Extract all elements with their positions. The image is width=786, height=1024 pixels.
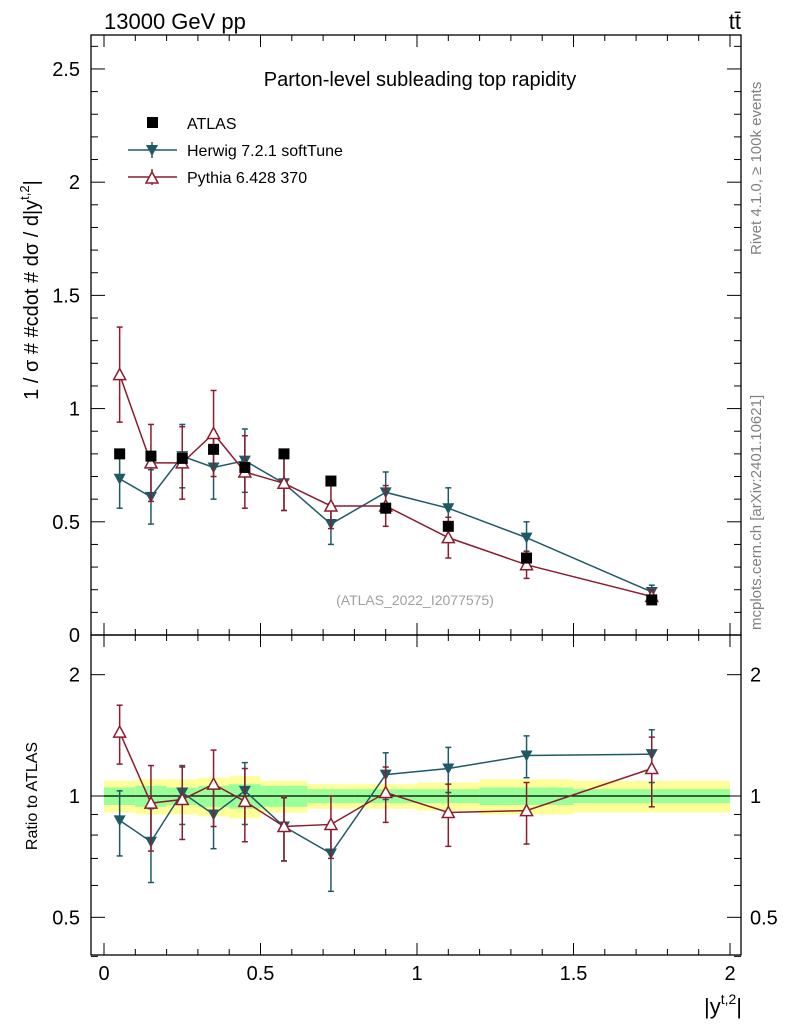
- rivet-label: Rivet 4.1.0, ≥ 100k events: [748, 82, 765, 255]
- y-axis-title-main: 1 / σ # #cdot # dσ / d|y: [21, 200, 43, 400]
- ratio-y-tick-label: 0.5: [52, 907, 80, 929]
- y-axis-title-sup: t,2: [17, 185, 32, 199]
- analysis-watermark: (ATLAS_2022_I2077575): [336, 592, 494, 608]
- pythia-main-point: [323, 498, 339, 512]
- x-axis-title-close: |: [736, 994, 742, 1019]
- atlas-point: [239, 461, 251, 473]
- y-tick-label: 2.5: [52, 59, 80, 81]
- ratio-y-tick-label-right: 2: [750, 665, 761, 687]
- mcplots-label: mcplots.cern.ch [arXiv:2401.10621]: [748, 395, 765, 630]
- y-tick-label: 1: [69, 399, 80, 421]
- ratio-y-axis-title: Ratio to ATLAS: [24, 742, 41, 850]
- pythia-main-point: [519, 557, 534, 571]
- ratio-y-tick-label-right: 1: [750, 786, 761, 808]
- atlas-point: [278, 448, 290, 460]
- ratio-y-tick-label: 1: [69, 786, 80, 808]
- x-tick-label: 1: [411, 963, 422, 985]
- atlas-point: [521, 552, 533, 564]
- y-tick-label: 0.5: [52, 512, 80, 534]
- pythia-main-point: [441, 530, 456, 544]
- pythia-main-point: [112, 367, 127, 381]
- pythia-ratio-point: [276, 818, 292, 833]
- pythia-ratio-point: [323, 816, 339, 831]
- pythia-main-point: [206, 425, 221, 440]
- herwig-main-point: [520, 532, 533, 544]
- atlas-point: [176, 452, 188, 464]
- y-axis-title-close: |: [21, 180, 43, 185]
- herwig-main-point: [113, 473, 126, 485]
- ratio-plot-frame: [90, 634, 742, 956]
- legend-pythia-marker: [144, 170, 160, 184]
- energy-label: 13000 GeV pp: [104, 9, 246, 34]
- pythia-ratio-point: [237, 793, 253, 808]
- pythia-ratio-point: [519, 803, 534, 817]
- pythia-ratio-point: [644, 760, 660, 775]
- process-label: tt̄: [729, 9, 741, 34]
- ratio-y-tick-label-right: 0.5: [750, 907, 778, 929]
- atlas-point: [208, 443, 220, 455]
- atlas-point: [646, 594, 658, 606]
- atlas-point: [325, 475, 337, 487]
- herwig-ratio-point: [520, 750, 533, 762]
- chart-title: Parton-level subleading top rapidity: [264, 69, 576, 91]
- y-axis-title: 1 / σ # #cdot # dσ / d|yt,2|: [17, 180, 43, 400]
- pythia-ratio-point: [112, 724, 127, 738]
- pythia-main-point: [143, 455, 159, 469]
- y-tick-label: 2: [69, 172, 80, 194]
- herwig-ratio-point: [113, 815, 126, 827]
- atlas-point: [145, 450, 157, 462]
- legend-herwig-label: Herwig 7.2.1 softTune: [187, 143, 343, 160]
- axes: 0 0.5 1 1.5 2 0 0.5 1 1.5 2 2.5 0.5 0.5 1 1 2 2: [52, 34, 778, 985]
- atlas-point: [380, 502, 392, 514]
- legend: ATLAS Herwig 7.2.1 softTune Pythia 6.428…: [128, 116, 343, 187]
- pythia-ratio-point: [378, 784, 393, 799]
- herwig-main-point: [442, 503, 455, 515]
- legend-atlas-marker: [147, 117, 158, 128]
- atlas-point: [442, 520, 454, 532]
- pythia-main-point: [276, 475, 292, 490]
- ratio-y-tick-label: 2: [69, 665, 80, 687]
- y-tick-label: 0: [69, 625, 80, 647]
- x-tick-label: 2: [724, 963, 735, 985]
- y-tick-label: 1.5: [52, 285, 80, 307]
- legend-herwig-marker: [146, 145, 158, 156]
- herwig-ratio-point: [442, 763, 455, 775]
- x-axis-title-main: |y: [704, 994, 721, 1019]
- pythia-ratio-point: [174, 791, 190, 806]
- x-tick-label: 1.5: [560, 963, 588, 985]
- atlas-point: [114, 448, 126, 460]
- pythia-ratio-point: [143, 795, 159, 809]
- pythia-ratio-point: [441, 804, 456, 819]
- x-tick-label: 0: [98, 963, 109, 985]
- legend-pythia-label: Pythia 6.428 370: [187, 170, 307, 187]
- x-axis-title-sup: t,2: [721, 991, 737, 1007]
- x-tick-label: 0.5: [247, 963, 275, 985]
- pythia-ratio-point: [206, 776, 221, 790]
- x-axis-title: |yt,2|: [704, 991, 742, 1019]
- data-marks: [112, 326, 660, 893]
- ratio-bands: [104, 776, 730, 819]
- legend-atlas-label: ATLAS: [187, 116, 237, 133]
